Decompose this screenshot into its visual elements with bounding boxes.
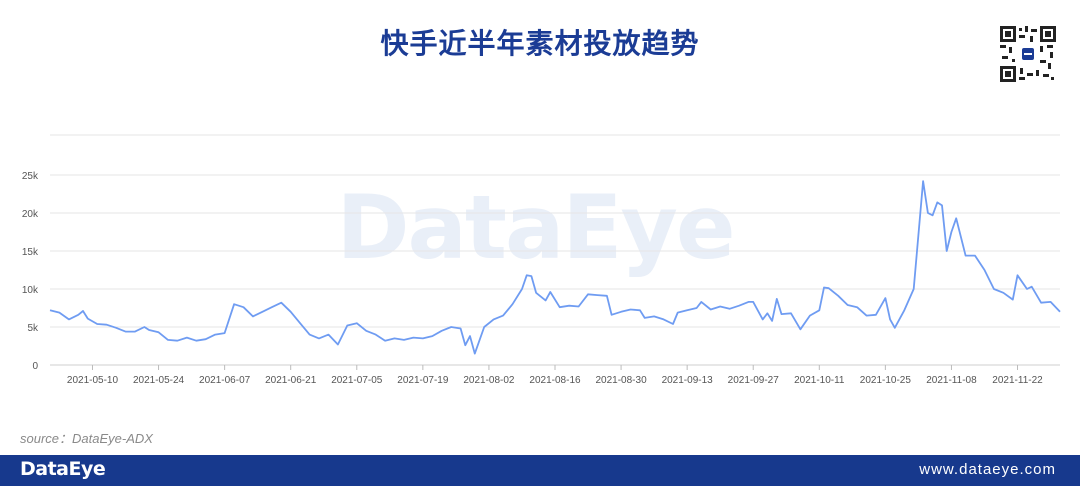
y-tick-label: 10k <box>22 285 39 296</box>
x-tick-label: 2021-07-19 <box>397 375 449 386</box>
page-title: 快手近半年素材投放趋势 <box>380 27 700 60</box>
watermark: DataEye <box>336 176 733 279</box>
series-line <box>49 180 1061 355</box>
x-tick-label: 2021-06-07 <box>199 375 251 386</box>
x-tick-label: 2021-11-08 <box>926 375 977 386</box>
footer-bar: DataEye www.dataeye.com <box>0 455 1080 486</box>
footer-logo: DataEye <box>20 458 106 480</box>
y-tick-label: 0 <box>32 361 38 372</box>
x-tick-label: 2021-06-21 <box>265 375 317 386</box>
x-tick-label: 2021-09-27 <box>728 375 780 386</box>
x-tick-label: 2021-08-30 <box>595 375 647 386</box>
qr-code <box>1000 26 1056 82</box>
x-tick-label: 2021-11-22 <box>992 375 1043 386</box>
footer-url: www.dataeye.com <box>919 461 1056 478</box>
x-tick-label: 2021-10-11 <box>794 375 845 386</box>
x-tick-label: 2021-05-24 <box>133 375 185 386</box>
x-axis: 2021-05-10 2021-05-24 2021-06-07 2021-06-21… <box>67 365 1043 386</box>
x-tick-label: 2021-10-25 <box>860 375 912 386</box>
x-tick-label: 2021-08-02 <box>463 375 515 386</box>
y-tick-label: 20k <box>22 209 39 220</box>
x-tick-label: 2021-08-16 <box>529 375 581 386</box>
y-axis: 0 5k 10k 15k 20k 25k <box>22 171 39 372</box>
x-tick-label: 2021-05-10 <box>67 375 119 386</box>
y-tick-label: 5k <box>27 323 39 334</box>
x-tick-label: 2021-09-13 <box>662 375 714 386</box>
x-tick-label: 2021-07-05 <box>331 375 383 386</box>
y-tick-label: 25k <box>22 171 39 182</box>
source-note: source：DataEye-ADX <box>20 431 153 446</box>
y-tick-label: 15k <box>22 247 39 258</box>
